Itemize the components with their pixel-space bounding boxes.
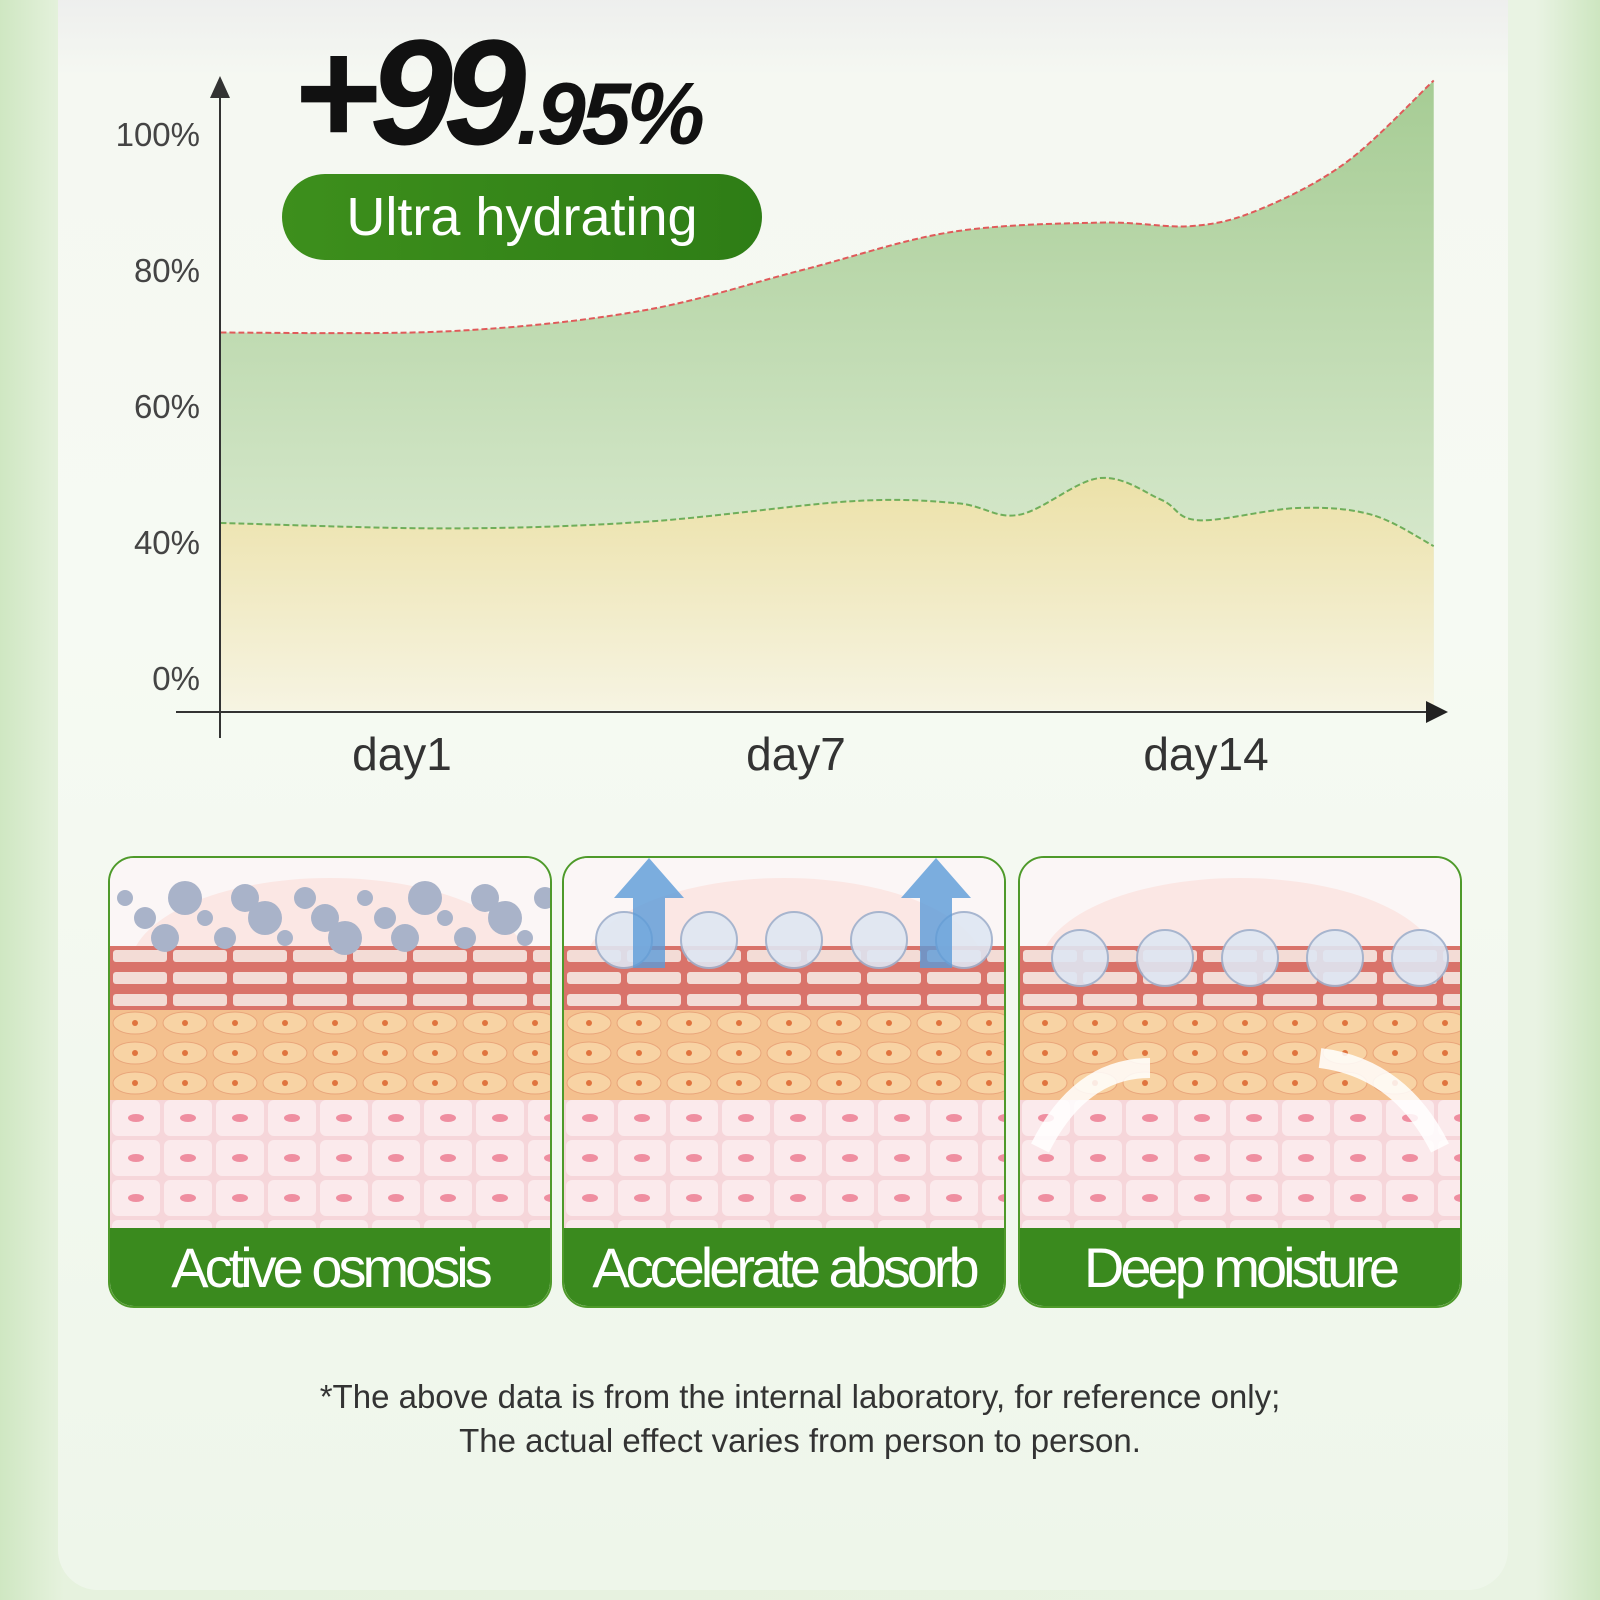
headline-percentage: +99.95% — [292, 6, 705, 179]
panel-active-osmosis: Active osmosis — [108, 856, 552, 1308]
y-tick-label: 0% — [152, 660, 200, 697]
y-tick-label: 60% — [134, 388, 200, 425]
hydration-chart: 100% 80% 60% 40% 0% day1 day7 day14 — [116, 76, 1448, 780]
y-tick-label: 80% — [134, 252, 200, 289]
y-tick-label: 100% — [116, 116, 200, 153]
y-tick-label: 40% — [134, 524, 200, 561]
y-axis-arrow-icon — [210, 76, 230, 98]
x-tick-label: day7 — [746, 728, 846, 780]
x-axis-arrow-icon — [1426, 701, 1448, 723]
panel-label: Deep moisture — [1020, 1228, 1460, 1306]
x-tick-label: day14 — [1143, 728, 1268, 780]
series-area-2 — [220, 477, 1434, 710]
panel-label: Active osmosis — [110, 1228, 550, 1306]
series-line-2 — [220, 476, 1435, 547]
panel-accelerate-absorb: Accelerate absorb — [562, 856, 1006, 1308]
x-tick-label: day1 — [352, 728, 452, 780]
panel-label: Accelerate absorb — [564, 1228, 1004, 1306]
series-line-1 — [220, 79, 1435, 335]
ultra-hydrating-badge: Ultra hydrating — [282, 174, 762, 260]
headline-fraction: .95% — [516, 64, 705, 163]
panel-deep-moisture: Deep moisture — [1018, 856, 1462, 1308]
footnote-line-2: The actual effect varies from person to … — [459, 1422, 1141, 1459]
headline-whole: +99 — [292, 8, 526, 176]
footnote-line-1: *The above data is from the internal lab… — [319, 1378, 1281, 1415]
